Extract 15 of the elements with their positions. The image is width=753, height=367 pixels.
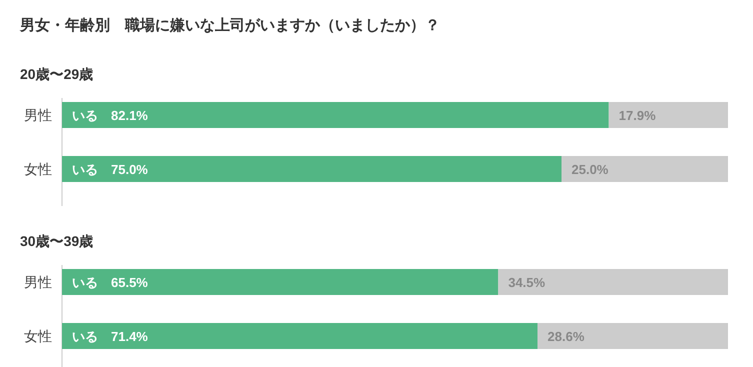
y-tick-label: 女性 [24, 161, 52, 177]
y-tick-label: 男性 [24, 107, 52, 123]
data-label: 28.6% [548, 329, 585, 344]
y-tick-label: 男性 [24, 274, 52, 290]
data-label: 25.0% [572, 162, 609, 177]
chart-subtitle: 30歳〜39歳 [20, 233, 94, 249]
data-label: いる 75.0% [72, 162, 148, 177]
data-label: 17.9% [618, 108, 656, 123]
chart-subtitle: 20歳〜29歳 [20, 66, 94, 82]
y-tick-label: 女性 [24, 328, 52, 344]
chart-title: 男女・年齢別 職場に嫌いな上司がいますか（いましたか）？ [19, 17, 440, 34]
data-label: いる 65.5% [72, 275, 148, 290]
data-label: いる 82.1% [72, 108, 148, 123]
data-label: 34.5% [508, 275, 546, 290]
data-label: いる 71.4% [72, 329, 148, 344]
